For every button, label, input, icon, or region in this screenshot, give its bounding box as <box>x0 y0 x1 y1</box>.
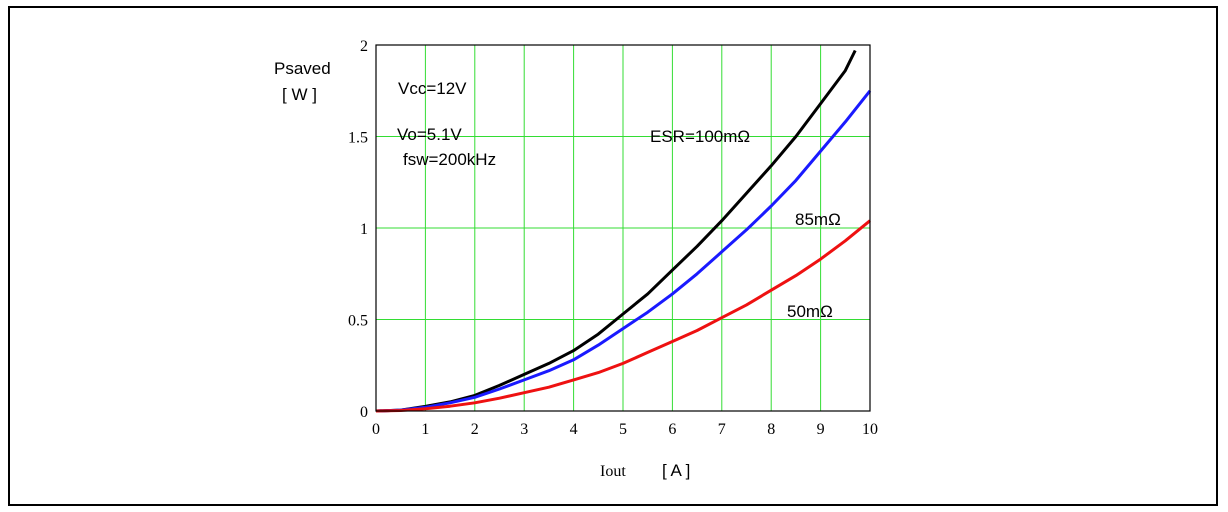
y-tick-label: 0.5 <box>348 313 368 330</box>
tick-labels: 0 1 2 3 4 5 6 7 8 9 10 0 0.5 1 1.5 2 <box>348 38 878 438</box>
x-tick-label: 7 <box>718 421 726 438</box>
grid <box>376 45 870 411</box>
y-tick-label: 0 <box>360 404 368 421</box>
chart-frame: 0 1 2 3 4 5 6 7 8 9 10 0 0.5 1 1.5 2 Psaved [ W ] Iout … <box>8 6 1218 506</box>
y-tick-label: 1.5 <box>348 130 368 147</box>
x-tick-label: 3 <box>520 421 528 438</box>
x-tick-label: 8 <box>767 421 775 438</box>
series-label-100mohm: ESR=100mΩ <box>650 127 750 146</box>
y-tick-label: 2 <box>360 38 368 55</box>
x-tick-label: 5 <box>619 421 627 438</box>
annotation-fsw: fsw=200kHz <box>403 150 496 169</box>
annotation-vcc: Vcc=12V <box>398 79 467 98</box>
y-axis-unit: [ W ] <box>282 85 317 104</box>
series-label-85mohm: 85mΩ <box>795 210 841 229</box>
plot-border <box>375 44 871 412</box>
y-axis-label: Psaved <box>274 59 331 78</box>
series-label-50mohm: 50mΩ <box>787 302 833 321</box>
series-line-2 <box>375 219 871 413</box>
x-tick-label: 10 <box>862 421 878 438</box>
x-axis-label: Iout <box>600 463 626 480</box>
series-lines <box>375 49 872 413</box>
annotation-vo: Vo=5.1V <box>397 125 462 144</box>
x-tick-label: 6 <box>668 421 676 438</box>
y-tick-label: 1 <box>360 221 368 238</box>
x-tick-label: 0 <box>372 421 380 438</box>
x-tick-label: 4 <box>570 421 578 438</box>
x-axis-unit: [ A ] <box>662 461 690 480</box>
x-tick-label: 1 <box>421 421 429 438</box>
x-tick-label: 2 <box>471 421 479 438</box>
series-line-1 <box>375 89 872 413</box>
x-tick-label: 9 <box>817 421 825 438</box>
series-line-0 <box>375 49 857 413</box>
